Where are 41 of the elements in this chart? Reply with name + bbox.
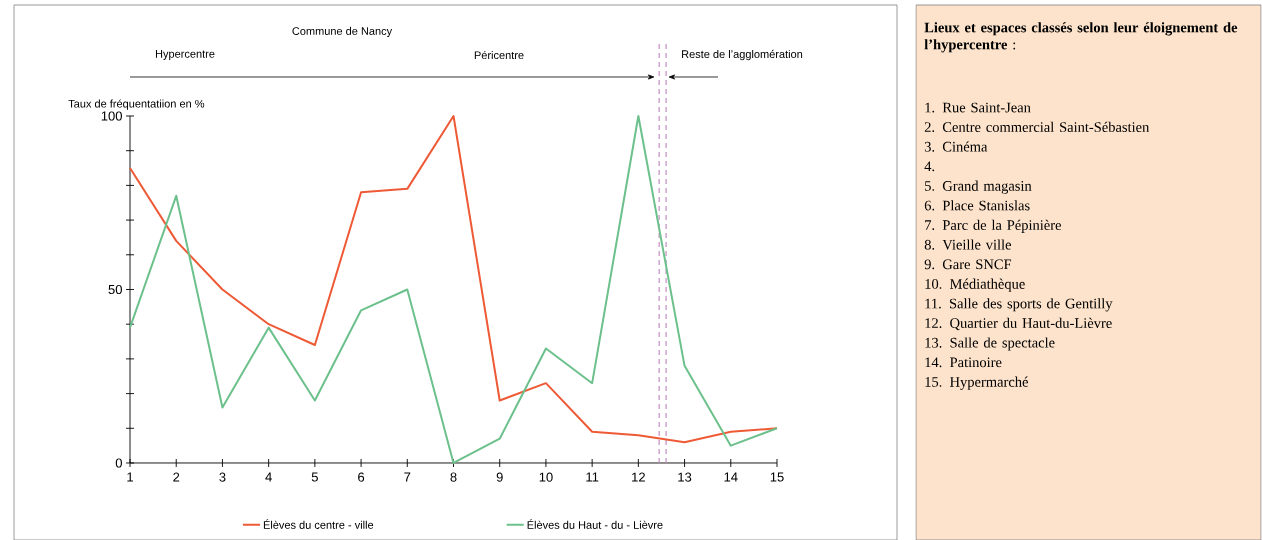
- legend-label: Élèves du Haut - du - Lièvre: [527, 519, 663, 529]
- x-tick-label: 10: [539, 472, 553, 482]
- text: Reste de l’agglomération: [682, 49, 803, 61]
- x-tick-label: 5: [311, 472, 318, 482]
- x-tick-label: 12: [632, 472, 645, 482]
- y-axis-title: Taux de fréquentatiion en %: [68, 99, 205, 110]
- legend-label: Élèves du centre - ville: [263, 519, 374, 529]
- text: 5. Grand magasin: [925, 180, 1032, 194]
- x-tick-label: 6: [358, 472, 365, 482]
- x-tick-label: 1: [127, 472, 133, 482]
- text: 12. Quartier du Haut-du-Lièvre: [925, 317, 1112, 331]
- text: 4.: [924, 161, 935, 172]
- text: 15. Hypermarché: [925, 376, 1028, 390]
- text: 1. Rue Saint-Jean: [925, 102, 1031, 113]
- text: 10. Médiathèque: [925, 278, 1025, 292]
- text: 13. Salle de spectacle: [925, 337, 1055, 351]
- text: 3. Cinéma: [924, 141, 988, 152]
- y-tick-label: 50: [108, 284, 122, 295]
- x-tick-label: 7: [404, 472, 411, 482]
- text: 6. Place Stanislas: [924, 200, 1030, 211]
- text: 9. Gare SNCF: [924, 259, 1012, 270]
- y-tick-label: 0: [115, 458, 122, 468]
- x-tick-label: 15: [770, 472, 784, 482]
- x-tick-label: 14: [724, 472, 738, 482]
- text: 11. Salle des sports de Gentilly: [925, 298, 1113, 312]
- text: Lieux et espaces classés selon leur éloignement de l’hypercentre :: [924, 22, 1238, 53]
- x-tick-label: 2: [173, 472, 180, 482]
- x-tick-label: 3: [219, 472, 226, 482]
- y-tick-label: 100: [101, 111, 122, 121]
- x-tick-label: 11: [586, 472, 599, 482]
- text: 2. Centre commercial Saint-Sébastien: [924, 121, 1150, 133]
- text: Commune de Nancy: [292, 26, 393, 38]
- x-tick-label: 8: [450, 472, 457, 482]
- text: 14. Patinoire: [925, 357, 1002, 368]
- x-tick-label: 13: [678, 472, 692, 482]
- text: 7. Parc de la Pépinière: [925, 219, 1061, 233]
- x-tick-label: 9: [496, 472, 503, 482]
- text: Hypercentre: [155, 50, 215, 60]
- x-tick-label: 4: [265, 472, 272, 482]
- text: 8. Vieille ville: [924, 239, 1012, 250]
- text: Péricentre: [474, 50, 524, 60]
